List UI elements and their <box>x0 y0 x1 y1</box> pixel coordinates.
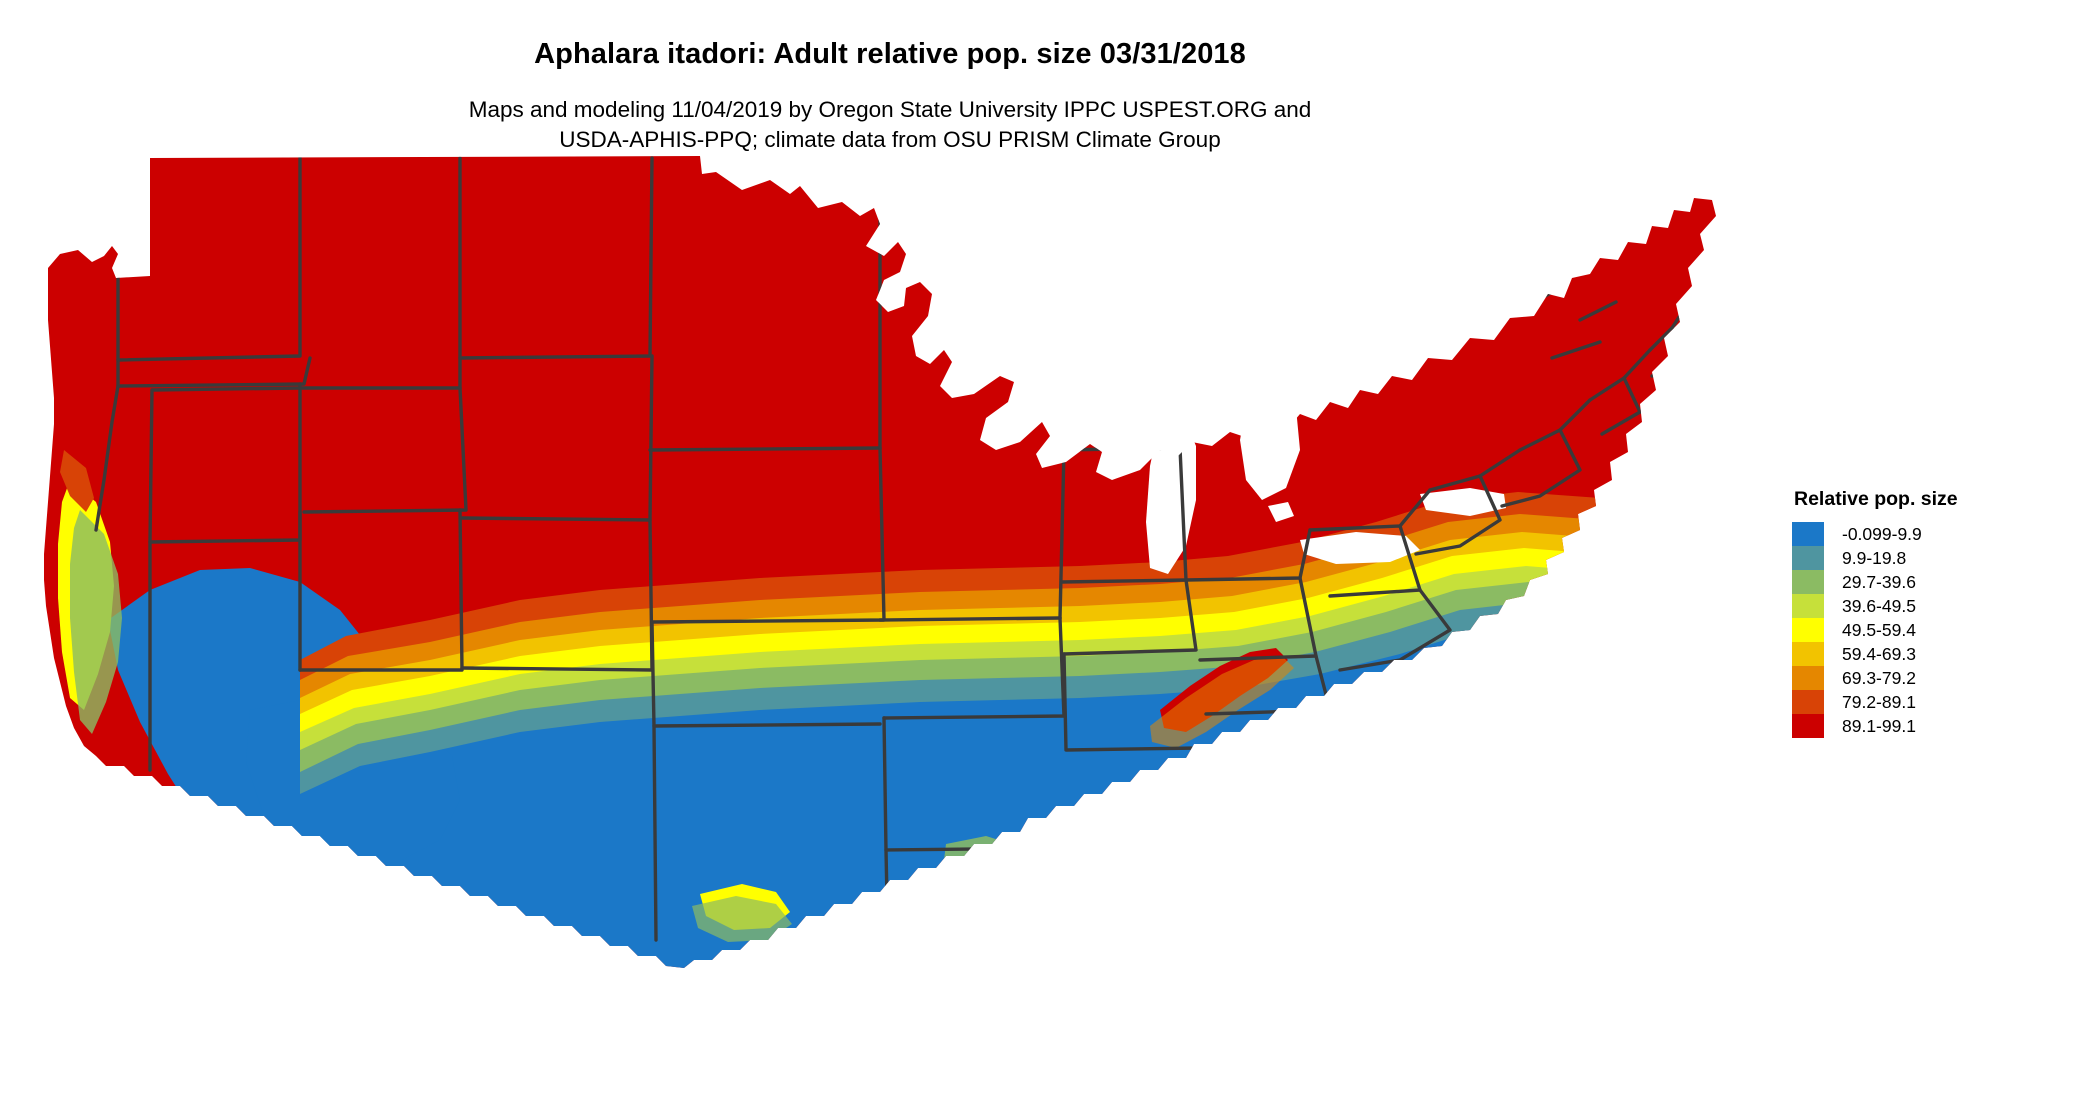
legend-color-swatch <box>1792 594 1824 618</box>
legend-label: 9.9-19.8 <box>1842 548 1907 568</box>
page-title: Aphalara itadori: Adult relative pop. si… <box>534 38 1246 70</box>
gulf-warm-patch-east <box>944 836 1026 876</box>
class-band-50-60 <box>300 546 1600 732</box>
legend-label: 49.5-59.4 <box>1842 620 1916 640</box>
class-band-30-40 <box>300 580 1600 772</box>
legend-color-swatch <box>1792 522 1824 546</box>
legend-row: 79.2-89.1 <box>1792 690 2052 714</box>
choropleth-map <box>0 150 1780 980</box>
great-lakes <box>1028 318 1506 574</box>
legend-color-swatch <box>1792 546 1824 570</box>
legend-color-swatch <box>1792 714 1824 738</box>
class-band-40-50 <box>300 564 1600 750</box>
class-band-70-80 <box>300 512 1600 698</box>
legend-row: -0.099-9.9 <box>1792 522 2052 546</box>
legend-label: 79.2-89.1 <box>1842 692 1916 712</box>
legend-row: 9.9-19.8 <box>1792 546 2052 570</box>
subtitle-line-1: Maps and modeling 11/04/2019 by Oregon S… <box>468 97 1312 122</box>
legend-label: 29.7-39.6 <box>1842 572 1916 592</box>
california-coast-green-fringe <box>70 510 122 734</box>
lake-superior <box>1028 318 1248 380</box>
legend-row: 29.7-39.6 <box>1792 570 2052 594</box>
legend-color-swatch <box>1792 666 1824 690</box>
legend-row: 59.4-69.3 <box>1792 642 2052 666</box>
legend-label: -0.099-9.9 <box>1842 524 1922 544</box>
subtitle-line-2: USDA-APHIS-PPQ; climate data from OSU PR… <box>559 127 1221 152</box>
legend-row: 89.1-99.1 <box>1792 714 2052 738</box>
raster-classes <box>44 156 1716 968</box>
appalachian-orange-halo <box>1150 656 1294 748</box>
us-map-svg <box>44 156 1716 968</box>
legend-color-swatch <box>1792 618 1824 642</box>
legend-title: Relative pop. size <box>1794 488 1958 510</box>
florida-panhandle-patch <box>1120 850 1172 886</box>
class-band-10-20 <box>300 600 1600 794</box>
lake-stclair <box>1268 502 1294 522</box>
legend-label: 69.3-79.2 <box>1842 668 1916 688</box>
legend-color-swatch <box>1792 690 1824 714</box>
florida-tip-patch <box>1182 950 1222 968</box>
legend-row: 69.3-79.2 <box>1792 666 2052 690</box>
legend-items: -0.099-9.9 9.9-19.8 29.7-39.6 39.6-49.5 49.5… <box>1792 522 2052 738</box>
lake-huron <box>1240 388 1300 500</box>
legend: Relative pop. size -0.099-9.9 9.9-19.8 29.… <box>1792 488 2052 738</box>
california-coast-orange-fringe <box>60 450 94 512</box>
lake-ontario <box>1420 488 1506 516</box>
chart-header: Aphalara itadori: Adult relative pop. si… <box>0 0 1780 155</box>
class-band-60-70 <box>300 530 1600 714</box>
legend-color-swatch <box>1792 642 1824 666</box>
class-band-80-90 <box>300 492 1600 680</box>
gulf-warm-patch-green <box>692 896 792 942</box>
lake-erie <box>1300 532 1420 564</box>
legend-row: 49.5-59.4 <box>1792 618 2052 642</box>
legend-label: 39.6-49.5 <box>1842 596 1916 616</box>
legend-row: 39.6-49.5 <box>1792 594 2052 618</box>
legend-label: 59.4-69.3 <box>1842 644 1916 664</box>
chart-subtitle: Maps and modeling 11/04/2019 by Oregon S… <box>0 95 1780 155</box>
legend-label: 89.1-99.1 <box>1842 716 1916 736</box>
legend-color-swatch <box>1792 570 1824 594</box>
